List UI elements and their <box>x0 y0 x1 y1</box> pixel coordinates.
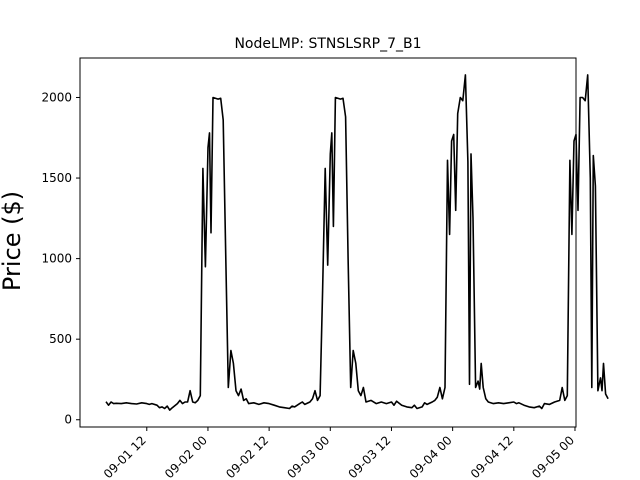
x-tick-label-12: 09-01 12 <box>101 433 149 480</box>
y-tick-label-1500: 1500 <box>41 171 72 185</box>
plot-area: 0 500 1000 1500 2000 09-01 12 09-02 00 09-02 12… <box>41 57 609 480</box>
x-tick-label-24: 09-02 00 <box>162 433 210 480</box>
y-tick-label-0: 0 <box>64 413 72 427</box>
x-tick-label-84: 09-04 12 <box>468 433 516 480</box>
y-axis-label: Price ($) <box>0 191 26 291</box>
x-tick-label-60: 09-03 12 <box>346 433 394 480</box>
chart-title: NodeLMP: STNSLSRP_7_B1 <box>234 36 421 52</box>
series-line-0 <box>105 74 609 411</box>
y-tick-label-1000: 1000 <box>41 252 72 266</box>
axes-frame <box>79 57 577 428</box>
x-tick-label-72: 09-04 00 <box>407 433 455 480</box>
x-tick-label-36: 09-02 12 <box>223 433 271 480</box>
y-tick-label-2000: 2000 <box>41 90 72 104</box>
y-tick-label-500: 500 <box>49 332 72 346</box>
x-tick-label-48: 09-03 00 <box>284 433 332 480</box>
x-tick-label-96: 09-05 00 <box>529 433 577 480</box>
